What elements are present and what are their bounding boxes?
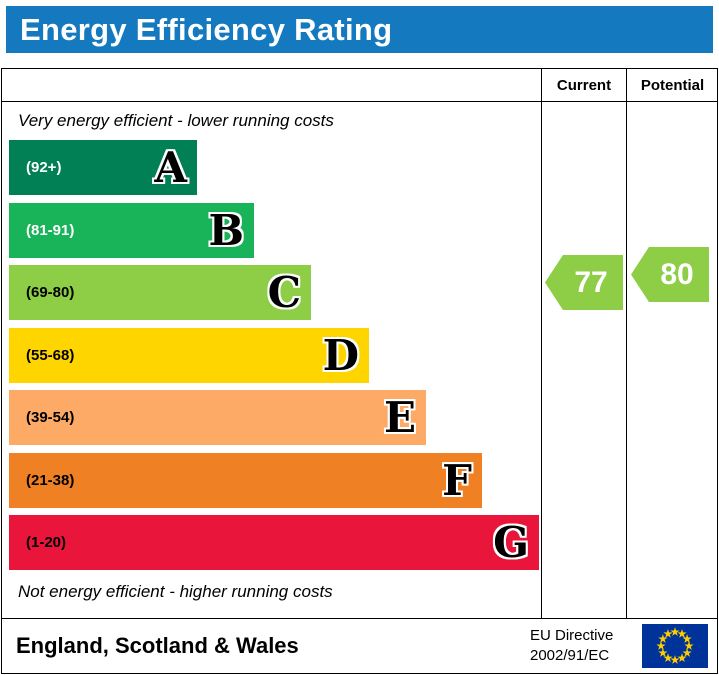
top-note: Very energy efficient - lower running co… xyxy=(18,111,334,130)
band-range-label: (81-91) xyxy=(26,221,75,239)
eu-directive-line2: 2002/91/EC xyxy=(530,647,610,664)
band-letter: B xyxy=(208,205,245,255)
header-row xyxy=(2,69,717,102)
band-letter: D xyxy=(322,330,359,380)
energy-rating-chart: Current Potential Very energy efficient … xyxy=(1,68,718,619)
title-bar: Energy Efficiency Rating xyxy=(6,6,713,53)
band-letter: F xyxy=(442,455,472,505)
band-range-label: (1-20) xyxy=(26,534,67,551)
page-title: Energy Efficiency Rating xyxy=(20,11,393,47)
band-bar-d: (55-68) D xyxy=(9,327,369,383)
footer: England, Scotland & Wales EU Directive 2… xyxy=(1,618,718,674)
eu-directive-label: EU Directive 2002/91/EC xyxy=(530,626,613,666)
band-range-label: (39-54) xyxy=(26,409,75,426)
current-arrow: 77 xyxy=(545,255,623,310)
band-bar-g: (1-20) G xyxy=(9,515,539,570)
eu-flag-icon xyxy=(642,624,708,668)
region-label: England, Scotland & Wales xyxy=(16,633,299,658)
band-range-label: (21-38) xyxy=(26,471,75,489)
current-value: 77 xyxy=(574,265,608,299)
band-letter: C xyxy=(267,268,301,317)
band-letter: A xyxy=(154,143,187,192)
band-range-label: (69-80) xyxy=(26,284,75,301)
bottom-note: Not energy efficient - higher running co… xyxy=(18,582,333,601)
band-range-label: (55-68) xyxy=(26,346,75,364)
potential-value: 80 xyxy=(660,257,694,291)
band-bar-b: (81-91) B xyxy=(9,202,254,258)
current-column-divider xyxy=(541,69,627,618)
band-bar-a: (92+) A xyxy=(9,140,197,195)
band-letter: G xyxy=(493,518,529,567)
potential-arrow: 80 xyxy=(631,247,709,302)
bands-container: (92+) A (81-91) B (69-80) C (55-68) D (3… xyxy=(9,140,539,578)
eu-directive-line1: EU Directive xyxy=(530,627,614,644)
column-header-potential: Potential xyxy=(640,77,705,94)
column-header-current: Current xyxy=(556,77,612,94)
band-range-label: (92+) xyxy=(26,159,62,176)
band-bar-f: (21-38) F xyxy=(9,452,482,508)
band-letter: E xyxy=(383,393,416,442)
band-bar-e: (39-54) E xyxy=(9,390,426,445)
band-bar-c: (69-80) C xyxy=(9,265,311,320)
